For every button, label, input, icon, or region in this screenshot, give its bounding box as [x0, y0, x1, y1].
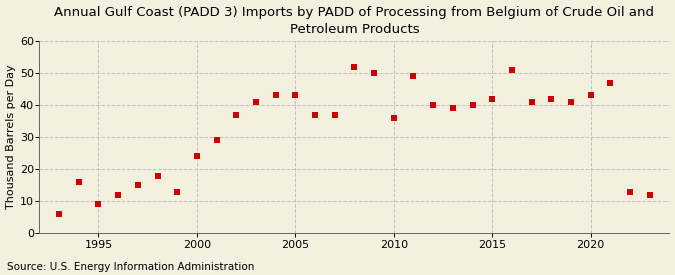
Point — [428, 103, 439, 107]
Title: Annual Gulf Coast (PADD 3) Imports by PADD of Processing from Belgium of Crude O: Annual Gulf Coast (PADD 3) Imports by PA… — [55, 6, 655, 35]
Point — [448, 106, 458, 111]
Point — [74, 180, 84, 184]
Point — [408, 74, 419, 78]
Point — [467, 103, 478, 107]
Point — [172, 189, 183, 194]
Point — [388, 116, 399, 120]
Point — [231, 112, 242, 117]
Point — [250, 100, 261, 104]
Point — [506, 68, 517, 72]
Point — [310, 112, 321, 117]
Point — [526, 100, 537, 104]
Point — [192, 154, 202, 158]
Point — [369, 71, 379, 75]
Point — [152, 173, 163, 178]
Point — [211, 138, 222, 142]
Point — [624, 189, 635, 194]
Point — [645, 192, 655, 197]
Point — [566, 100, 576, 104]
Point — [132, 183, 143, 187]
Point — [270, 93, 281, 98]
Point — [585, 93, 596, 98]
Point — [487, 97, 497, 101]
Y-axis label: Thousand Barrels per Day: Thousand Barrels per Day — [5, 65, 16, 209]
Point — [349, 64, 360, 69]
Point — [546, 97, 557, 101]
Point — [290, 93, 301, 98]
Point — [329, 112, 340, 117]
Point — [54, 212, 65, 216]
Point — [93, 202, 104, 207]
Point — [605, 80, 616, 85]
Text: Source: U.S. Energy Information Administration: Source: U.S. Energy Information Administ… — [7, 262, 254, 272]
Point — [113, 192, 124, 197]
